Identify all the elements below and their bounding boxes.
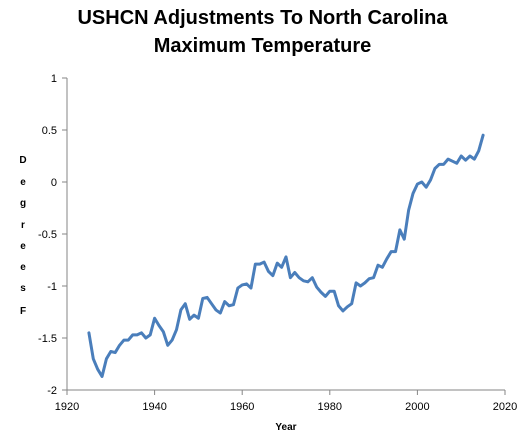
chart-title-line-2: Maximum Temperature bbox=[153, 35, 372, 57]
y-axis-label-letter: e bbox=[20, 262, 26, 273]
x-tick-label: 2020 bbox=[493, 401, 517, 413]
y-axis-label-letter: r bbox=[21, 220, 25, 231]
x-tick-label: 1920 bbox=[55, 401, 79, 413]
y-tick-label: -2 bbox=[47, 385, 57, 397]
x-axis-label: Year bbox=[275, 422, 297, 433]
chart-axes: 1 0.5 0 -0.5 -1 -1.5 -2 1920 1940 1960 1980 2000 202… bbox=[38, 73, 517, 413]
x-tick-label: 2000 bbox=[405, 401, 429, 413]
y-tick-label: 0 bbox=[51, 177, 57, 189]
y-tick-label: 1 bbox=[51, 73, 57, 85]
y-axis-label-letter: e bbox=[20, 177, 26, 188]
y-axis-label-letter: e bbox=[20, 241, 26, 252]
x-tick-label: 1960 bbox=[230, 401, 254, 413]
y-tick-label: 0.5 bbox=[42, 125, 57, 137]
x-tick-label: 1980 bbox=[318, 401, 342, 413]
y-tick-label: -1 bbox=[47, 281, 57, 293]
y-axis-label-letter: D bbox=[19, 155, 27, 166]
y-axis-label-letter: s bbox=[20, 283, 26, 294]
y-axis-label-letter: F bbox=[19, 306, 27, 317]
y-tick-label: -0.5 bbox=[38, 229, 57, 241]
y-axis-label-letter: g bbox=[19, 198, 27, 209]
y-tick-label: -1.5 bbox=[38, 333, 57, 345]
data-series-line bbox=[87, 133, 485, 378]
chart-title-line-1: USHCN Adjustments To North Carolina bbox=[77, 7, 448, 29]
plot-area bbox=[87, 133, 485, 378]
x-tick-label: 1940 bbox=[142, 401, 166, 413]
